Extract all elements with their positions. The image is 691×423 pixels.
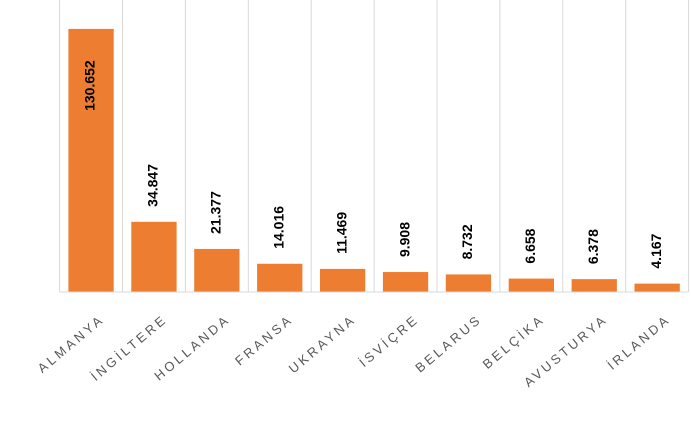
bar [445,274,492,292]
bar [68,28,114,293]
value-label: 6.658 [522,228,538,263]
value-label: 8.732 [459,224,475,259]
x-tick-label: FRANSA [232,311,296,368]
value-label: 21.377 [208,191,224,234]
x-tick-label: UKRAYNA [286,311,359,376]
bar [257,263,303,292]
value-label: 14.016 [270,206,286,249]
bar [634,283,680,292]
bar [382,272,429,292]
value-label: 11.469 [333,212,349,254]
bar [571,279,617,292]
bar [508,278,554,292]
bar [320,268,366,292]
x-tick-label: BELARUS [412,311,484,375]
x-tick-label: İRLANDA [604,311,673,372]
x-tick-label: İSVİÇRE [356,311,422,369]
bar [194,248,240,292]
value-label: 9.908 [396,222,412,257]
value-label: 34.847 [145,164,161,207]
value-label: 6.378 [585,229,601,264]
bar [131,221,177,292]
value-label: 130.652 [82,60,98,111]
value-label: 4.167 [648,233,664,268]
x-tick-label: BELÇİKA [480,311,548,371]
